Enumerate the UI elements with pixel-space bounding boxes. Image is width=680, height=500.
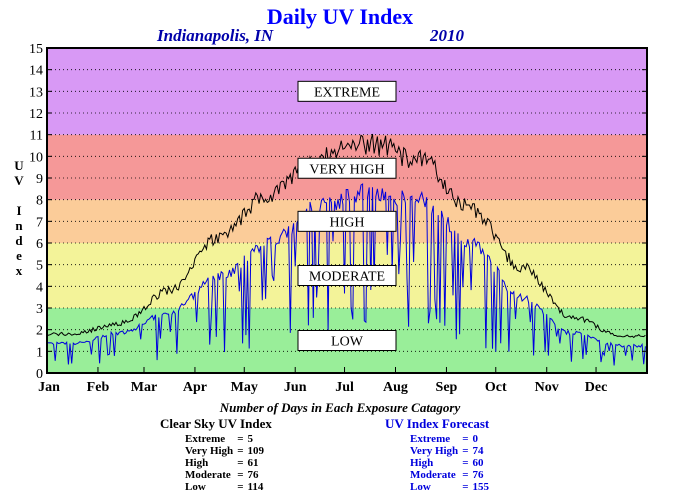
y-axis-label-char: V [14, 173, 24, 188]
y-tick-label: 6 [36, 237, 43, 252]
y-tick-label: 12 [29, 107, 43, 122]
stat-label: Extreme [185, 433, 226, 445]
stat-label: Very High [185, 445, 234, 457]
y-tick-label: 2 [36, 324, 43, 339]
band-label-extreme: EXTREME [297, 80, 397, 102]
x-tick-label: Jan [38, 380, 60, 395]
forecast-stats: UV Index Forecast Extreme = 0 Very High = 74… [385, 416, 489, 493]
stat-value: 76 [247, 469, 259, 481]
y-axis-label-char: n [15, 218, 23, 233]
x-tick-label: Oct [485, 380, 507, 395]
y-tick-label: 15 [29, 42, 43, 57]
stat-value: 60 [472, 457, 484, 469]
band-label-low: LOW [297, 330, 397, 351]
band-label-box [297, 210, 397, 232]
y-tick-label: 5 [36, 259, 43, 274]
table-row: Very High = 109 [185, 445, 264, 457]
band-label-text: LOW [331, 335, 364, 350]
table-row: Moderate = 76 [185, 469, 264, 481]
y-tick-label: 0 [36, 367, 43, 382]
stat-value: 114 [247, 481, 264, 493]
table-row: Moderate = 76 [410, 469, 489, 481]
table-row: Extreme = 0 [410, 433, 489, 445]
y-tick-label: 14 [29, 64, 43, 79]
band-label-box [297, 330, 397, 351]
stat-value: 61 [247, 457, 259, 469]
y-axis-label-char: I [16, 203, 22, 218]
stat-value: 5 [247, 433, 253, 445]
clear-sky-stats: Clear Sky UV Index Extreme = 5 Very High = 1… [160, 416, 272, 493]
stat-value: 0 [472, 433, 478, 445]
x-tick-label: May [231, 380, 258, 395]
stat-value: 109 [247, 445, 264, 457]
clear-sky-stats-table: Extreme = 5 Very High = 109 High = 61 Moderate… [185, 433, 264, 493]
series-line-forecast [46, 183, 646, 366]
clear-sky-stats-header: Clear Sky UV Index [160, 416, 272, 431]
x-tick-label: Dec [585, 380, 608, 395]
band-label-moderate: MODERATE [297, 265, 397, 286]
chart-title: Daily UV Index [266, 4, 414, 29]
y-tick-label: 1 [36, 345, 43, 360]
y-axis-label-char: U [14, 158, 24, 173]
band-label-text: HIGH [330, 215, 365, 230]
band-label-text: MODERATE [309, 270, 385, 285]
stat-value: 74 [472, 445, 484, 457]
y-axis-label-char: d [15, 233, 23, 248]
location-label: Indianapolis, IN [157, 26, 274, 45]
exposure-subtitle: Number of Days in Each Exposure Catagory [219, 400, 461, 415]
stat-label: High [410, 457, 434, 469]
band-label-box [297, 265, 397, 286]
stat-label: Very High [410, 445, 459, 457]
stat-value: 76 [472, 469, 484, 481]
y-axis-label-char: e [16, 248, 22, 263]
forecast-stats-table: Extreme = 0 Very High = 74 High = 60 Moderate =… [410, 433, 489, 493]
table-row: Low = 114 [185, 481, 264, 493]
y-tick-label: 4 [36, 280, 43, 295]
y-tick-label: 7 [36, 215, 43, 230]
y-tick-label: 3 [36, 302, 43, 317]
y-tick-label: 8 [36, 194, 43, 209]
plot-frame [46, 47, 648, 374]
x-tick-label: Feb [87, 380, 110, 395]
x-tick-label: Sep [436, 380, 458, 395]
stat-label: Moderate [185, 469, 231, 481]
table-row: Very High = 74 [410, 445, 489, 457]
band-label-box [297, 157, 397, 179]
forecast-stats-header: UV Index Forecast [385, 416, 490, 431]
table-row: Extreme = 5 [185, 433, 264, 445]
y-tick-label: 10 [29, 150, 43, 165]
band-label-text: EXTREME [314, 85, 380, 100]
year-label: 2010 [430, 26, 464, 45]
x-tick-label: Jul [335, 380, 354, 395]
band-label-text: VERY HIGH [309, 162, 384, 177]
x-tick-label: Jun [284, 380, 307, 395]
stat-label: High [185, 457, 209, 469]
y-axis-label-char: x [15, 263, 23, 278]
x-tick-label: Nov [535, 380, 559, 395]
stat-label: Low [410, 481, 431, 493]
table-row: High = 61 [185, 457, 264, 469]
stat-label: Moderate [410, 469, 456, 481]
x-tick-label: Apr [183, 380, 207, 395]
stat-label: Low [185, 481, 206, 493]
stat-value: 155 [472, 481, 489, 493]
y-tick-label: 13 [29, 85, 43, 100]
table-row: Low = 155 [410, 481, 489, 493]
stat-label: Extreme [410, 433, 451, 445]
table-row: High = 60 [410, 457, 489, 469]
band-label-high: HIGH [297, 210, 397, 232]
band-label-box [297, 80, 397, 102]
series-line-clear-sky [46, 133, 646, 339]
band-label-very-high: VERY HIGH [297, 157, 397, 179]
y-tick-label: 9 [36, 172, 43, 187]
x-tick-label: Aug [383, 380, 408, 395]
y-tick-label: 11 [30, 129, 43, 144]
x-tick-label: Mar [131, 380, 157, 395]
